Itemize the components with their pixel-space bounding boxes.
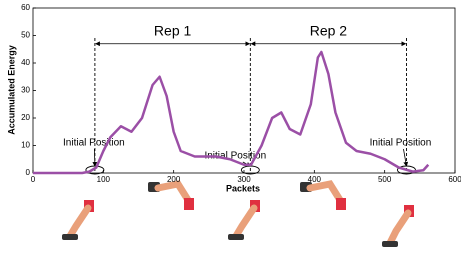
x-tick-label: 600 <box>448 175 461 184</box>
y-tick-label: 20 <box>21 113 30 122</box>
y-tick-label: 50 <box>21 31 30 40</box>
y-tick-label: 60 <box>21 3 30 12</box>
x-tick-label: 400 <box>308 175 322 184</box>
rep-label: Rep 2 <box>310 22 348 38</box>
annotation-arrow <box>94 149 95 166</box>
y-tick-label: 30 <box>21 86 30 95</box>
x-tick-label: 100 <box>97 175 111 184</box>
annotation: Initial Position <box>63 138 125 149</box>
x-tick-label: 300 <box>237 175 251 184</box>
y-tick-label: 10 <box>21 141 30 150</box>
x-tick-label: 200 <box>167 175 181 184</box>
annotation-arrow <box>403 149 406 166</box>
x-tick-label: 500 <box>378 175 392 184</box>
rep-label: Rep 1 <box>154 22 192 38</box>
x-tick-label: 0 <box>31 175 36 184</box>
annotation: Initial Position <box>370 138 432 149</box>
y-tick-label: 40 <box>21 58 30 67</box>
x-axis-label: Packets <box>226 183 260 193</box>
chart: Accumulated Energy Packets 0 10 20 30 40 50 60… <box>0 0 461 259</box>
y-axis-label: Accumulated Energy <box>6 45 16 135</box>
